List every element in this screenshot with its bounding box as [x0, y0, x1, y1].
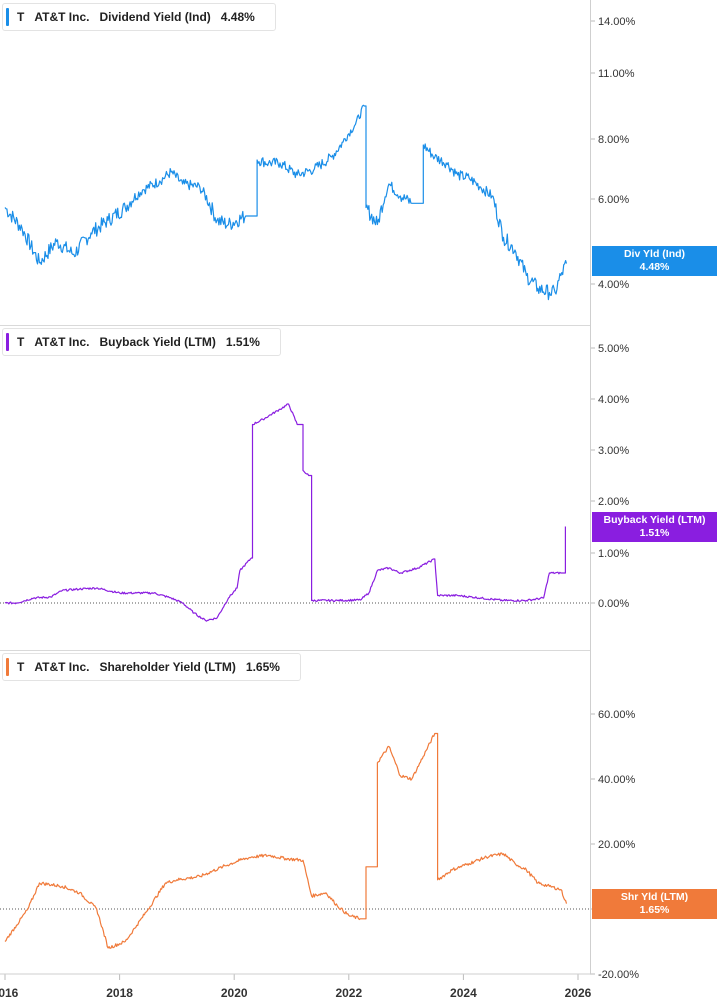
x-tick-label: 2022 [335, 986, 362, 1000]
y-tick-label: -20.00% [598, 969, 639, 981]
y-tick-label: 6.00% [598, 194, 629, 206]
y-tick-label: 20.00% [598, 839, 636, 851]
tag-value: 1.51% [639, 527, 670, 539]
y-tick-label: 8.00% [598, 134, 629, 146]
current-value: 1.65% [245, 660, 280, 674]
y-tick-label: 2.00% [598, 496, 629, 508]
shareholder-yield-value-tag: Shr Yld (LTM) 1.65% [592, 889, 717, 919]
x-tick-label: 2020 [221, 986, 248, 1000]
y-tick-label: 11.00% [598, 68, 635, 80]
series-line [4, 104, 568, 301]
x-tick-label: 2018 [106, 986, 133, 1000]
series-swatch [6, 658, 9, 676]
current-value: 4.48% [220, 10, 255, 24]
y-tick-label: 3.00% [598, 445, 629, 457]
ticker-label: T [17, 660, 25, 674]
series-label: Buyback Yield (LTM) [99, 335, 216, 349]
tag-label: Div Yld (Ind) [623, 248, 686, 260]
y-tick-label: 14.00% [598, 16, 636, 28]
series-line [4, 732, 568, 949]
y-tick-label: 0.00% [598, 598, 629, 610]
ticker-label: T [17, 335, 25, 349]
y-tick-label: 1.00% [598, 548, 629, 560]
y-tick-label: 40.00% [598, 774, 636, 786]
dividend-yield-legend[interactable]: T AT&T Inc. Dividend Yield (Ind) 4.48% [2, 3, 276, 31]
tag-label: Buyback Yield (LTM) [603, 514, 706, 526]
buyback-yield-value-tag: Buyback Yield (LTM) 1.51% [592, 512, 717, 542]
x-tick-label: 2016 [0, 986, 19, 1000]
tag-label: Shr Yld (LTM) [620, 891, 689, 903]
tag-value: 4.48% [639, 261, 670, 273]
series-swatch [6, 8, 9, 26]
current-value: 1.51% [225, 335, 260, 349]
y-axis-line [590, 0, 591, 974]
buyback-yield-legend[interactable]: T AT&T Inc. Buyback Yield (LTM) 1.51% [2, 328, 281, 356]
tag-value: 1.65% [639, 904, 670, 916]
x-tick-label: 2026 [565, 986, 592, 1000]
series-label: Dividend Yield (Ind) [99, 10, 211, 24]
dividend-yield-value-tag: Div Yld (Ind) 4.48% [592, 246, 717, 276]
y-tick-label: 4.00% [598, 394, 629, 406]
y-tick-label: 60.00% [598, 709, 636, 721]
y-tick-label: 5.00% [598, 343, 629, 355]
company-label: AT&T Inc. [34, 660, 90, 674]
panel-separator [0, 325, 590, 326]
shareholder-yield-legend[interactable]: T AT&T Inc. Shareholder Yield (LTM) 1.65… [2, 653, 301, 681]
panel-separator [0, 650, 590, 651]
company-label: AT&T Inc. [34, 10, 90, 24]
y-tick-label: 4.00% [598, 279, 629, 291]
series-line [4, 403, 566, 622]
series-label: Shareholder Yield (LTM) [99, 660, 236, 674]
x-tick-label: 2024 [450, 986, 477, 1000]
ticker-label: T [17, 10, 25, 24]
series-swatch [6, 333, 9, 351]
company-label: AT&T Inc. [34, 335, 90, 349]
